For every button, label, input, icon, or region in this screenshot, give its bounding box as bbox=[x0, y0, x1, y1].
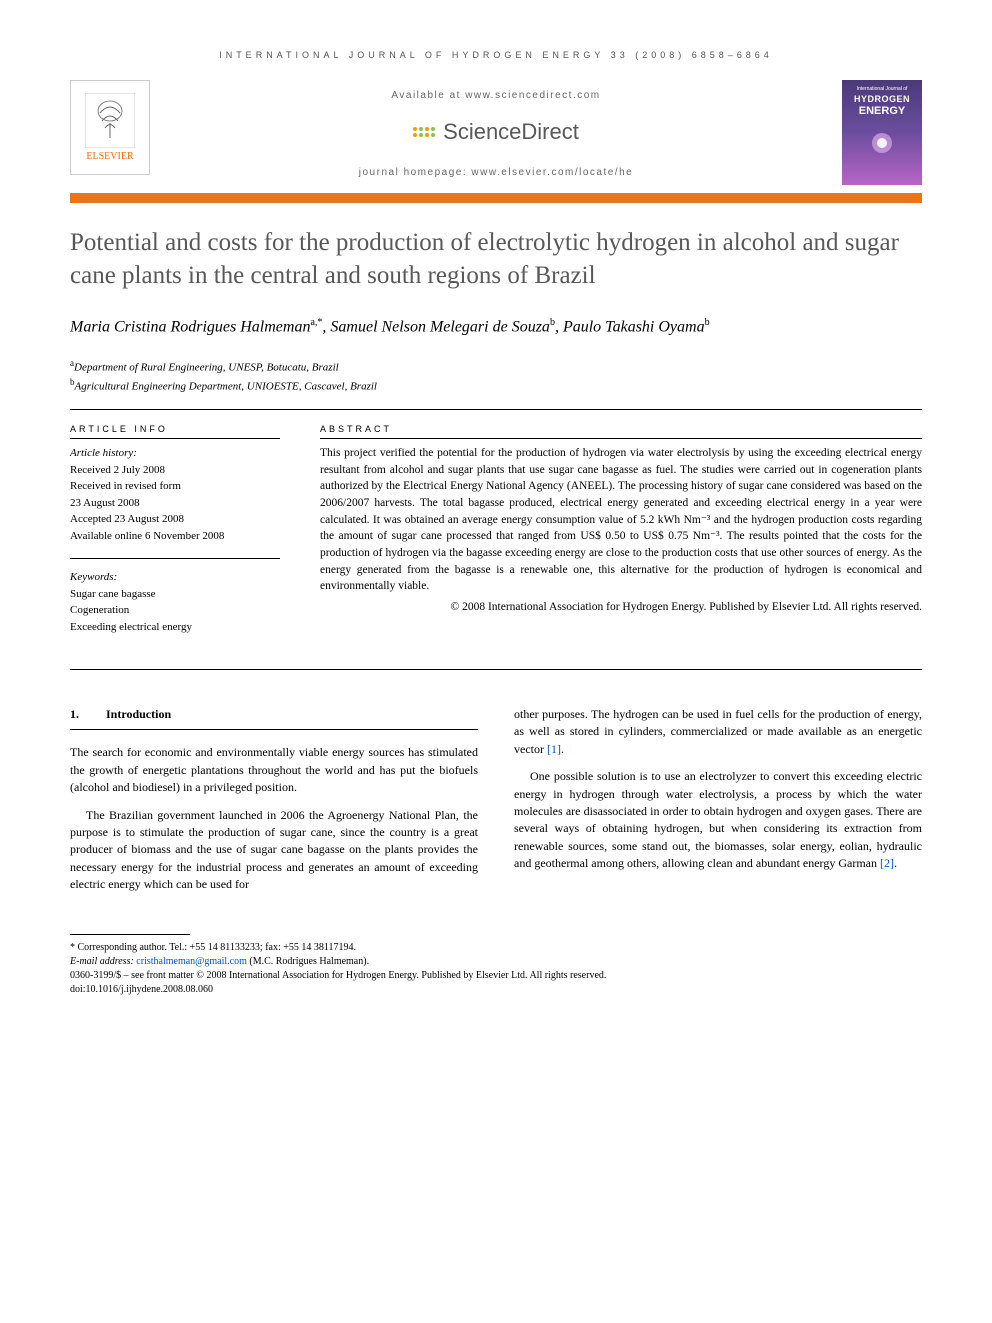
affiliation-b: bAgricultural Engineering Department, UN… bbox=[70, 376, 922, 395]
cover-orb-icon bbox=[867, 128, 897, 158]
info-abstract-row: ARTICLE INFO Article history: Received 2… bbox=[70, 424, 922, 670]
doi-line: doi:10.1016/j.ijhydene.2008.08.060 bbox=[70, 983, 922, 997]
affiliation-a: aDepartment of Rural Engineering, UNESP,… bbox=[70, 357, 922, 376]
body-column-right: other purposes. The hydrogen can be used… bbox=[514, 706, 922, 904]
footnote-separator bbox=[70, 934, 190, 935]
abstract-column: ABSTRACT This project verified the poten… bbox=[320, 424, 922, 649]
keyword-1: Sugar cane bagasse bbox=[70, 586, 280, 603]
abstract-copyright: © 2008 International Association for Hyd… bbox=[320, 599, 922, 615]
keywords-block: Keywords: Sugar cane bagasse Cogeneratio… bbox=[70, 558, 280, 635]
keyword-3: Exceeding electrical energy bbox=[70, 619, 280, 636]
affiliations-block: aDepartment of Rural Engineering, UNESP,… bbox=[70, 357, 922, 410]
sciencedirect-dots-icon bbox=[413, 127, 437, 137]
corr-label: * Corresponding author. bbox=[70, 942, 167, 953]
intro-paragraph-3: other purposes. The hydrogen can be used… bbox=[514, 706, 922, 758]
revised-line-1: Received in revised form bbox=[70, 478, 280, 495]
journal-homepage-text: journal homepage: www.elsevier.com/locat… bbox=[165, 167, 827, 178]
email-label: E-mail address: bbox=[70, 956, 136, 967]
authors-line: Maria Cristina Rodrigues Halmemana,*, Sa… bbox=[70, 316, 922, 339]
article-info-heading: ARTICLE INFO bbox=[70, 424, 280, 439]
article-title: Potential and costs for the production o… bbox=[70, 227, 922, 292]
section-1-heading: 1.Introduction bbox=[70, 706, 478, 730]
orange-divider-bar bbox=[70, 193, 922, 203]
corr-tel: Tel.: +55 14 81133233; fax: +55 14 38117… bbox=[167, 942, 356, 953]
history-label: Article history: bbox=[70, 445, 280, 462]
intro-paragraph-4: One possible solution is to use an elect… bbox=[514, 768, 922, 872]
cover-small-text: International Journal of bbox=[846, 86, 918, 92]
body-column-left: 1.Introduction The search for economic a… bbox=[70, 706, 478, 904]
revised-line-2: 23 August 2008 bbox=[70, 495, 280, 512]
sciencedirect-logo: ScienceDirect bbox=[165, 119, 827, 145]
elsevier-tree-icon bbox=[85, 93, 135, 148]
footnotes-block: * Corresponding author. Tel.: +55 14 811… bbox=[70, 941, 922, 997]
body-two-column: 1.Introduction The search for economic a… bbox=[70, 706, 922, 904]
author-2: Samuel Nelson Melegari de Souza bbox=[330, 318, 550, 335]
section-1-number: 1. bbox=[70, 706, 106, 723]
email-line: E-mail address: cristhalmeman@gmail.com … bbox=[70, 955, 922, 969]
online-date: Available online 6 November 2008 bbox=[70, 528, 280, 545]
cover-title-1: HYDROGEN bbox=[846, 94, 918, 105]
header-center: Available at www.sciencedirect.com Scien… bbox=[165, 80, 827, 178]
journal-header: ELSEVIER Available at www.sciencedirect.… bbox=[70, 80, 922, 185]
section-1-title: Introduction bbox=[106, 707, 171, 721]
author-2-affil: b bbox=[550, 317, 555, 328]
reference-link-2[interactable]: [2] bbox=[880, 856, 894, 870]
keywords-label: Keywords: bbox=[70, 569, 280, 586]
email-tail: (M.C. Rodrigues Halmeman). bbox=[247, 956, 369, 967]
p3-text-b: . bbox=[561, 742, 564, 756]
author-1-affil: a,* bbox=[310, 317, 322, 328]
running-head: INTERNATIONAL JOURNAL OF HYDROGEN ENERGY… bbox=[70, 50, 922, 60]
abstract-heading: ABSTRACT bbox=[320, 424, 922, 439]
author-1: Maria Cristina Rodrigues Halmeman bbox=[70, 318, 310, 335]
author-3: Paulo Takashi Oyama bbox=[563, 318, 705, 335]
corresponding-author-line: * Corresponding author. Tel.: +55 14 811… bbox=[70, 941, 922, 955]
cover-title-2: ENERGY bbox=[846, 105, 918, 118]
sciencedirect-text: ScienceDirect bbox=[443, 119, 579, 145]
article-info-column: ARTICLE INFO Article history: Received 2… bbox=[70, 424, 280, 649]
intro-paragraph-2: The Brazilian government launched in 200… bbox=[70, 807, 478, 894]
article-history-block: Article history: Received 2 July 2008 Re… bbox=[70, 445, 280, 544]
elsevier-label: ELSEVIER bbox=[86, 151, 133, 162]
received-date: Received 2 July 2008 bbox=[70, 462, 280, 479]
author-3-affil: b bbox=[705, 317, 710, 328]
copyright-line: 0360-3199/$ – see front matter © 2008 In… bbox=[70, 969, 922, 983]
keyword-2: Cogeneration bbox=[70, 602, 280, 619]
elsevier-logo: ELSEVIER bbox=[70, 80, 150, 175]
p3-text-a: other purposes. The hydrogen can be used… bbox=[514, 707, 922, 756]
p4-text-a: One possible solution is to use an elect… bbox=[514, 769, 922, 870]
reference-link-1[interactable]: [1] bbox=[547, 742, 561, 756]
journal-cover-thumbnail: International Journal of HYDROGEN ENERGY bbox=[842, 80, 922, 185]
accepted-date: Accepted 23 August 2008 bbox=[70, 511, 280, 528]
intro-paragraph-1: The search for economic and environmenta… bbox=[70, 744, 478, 796]
p4-text-b: . bbox=[894, 856, 897, 870]
abstract-text: This project verified the potential for … bbox=[320, 445, 922, 595]
available-at-text: Available at www.sciencedirect.com bbox=[165, 90, 827, 101]
email-address[interactable]: cristhalmeman@gmail.com bbox=[136, 956, 247, 967]
